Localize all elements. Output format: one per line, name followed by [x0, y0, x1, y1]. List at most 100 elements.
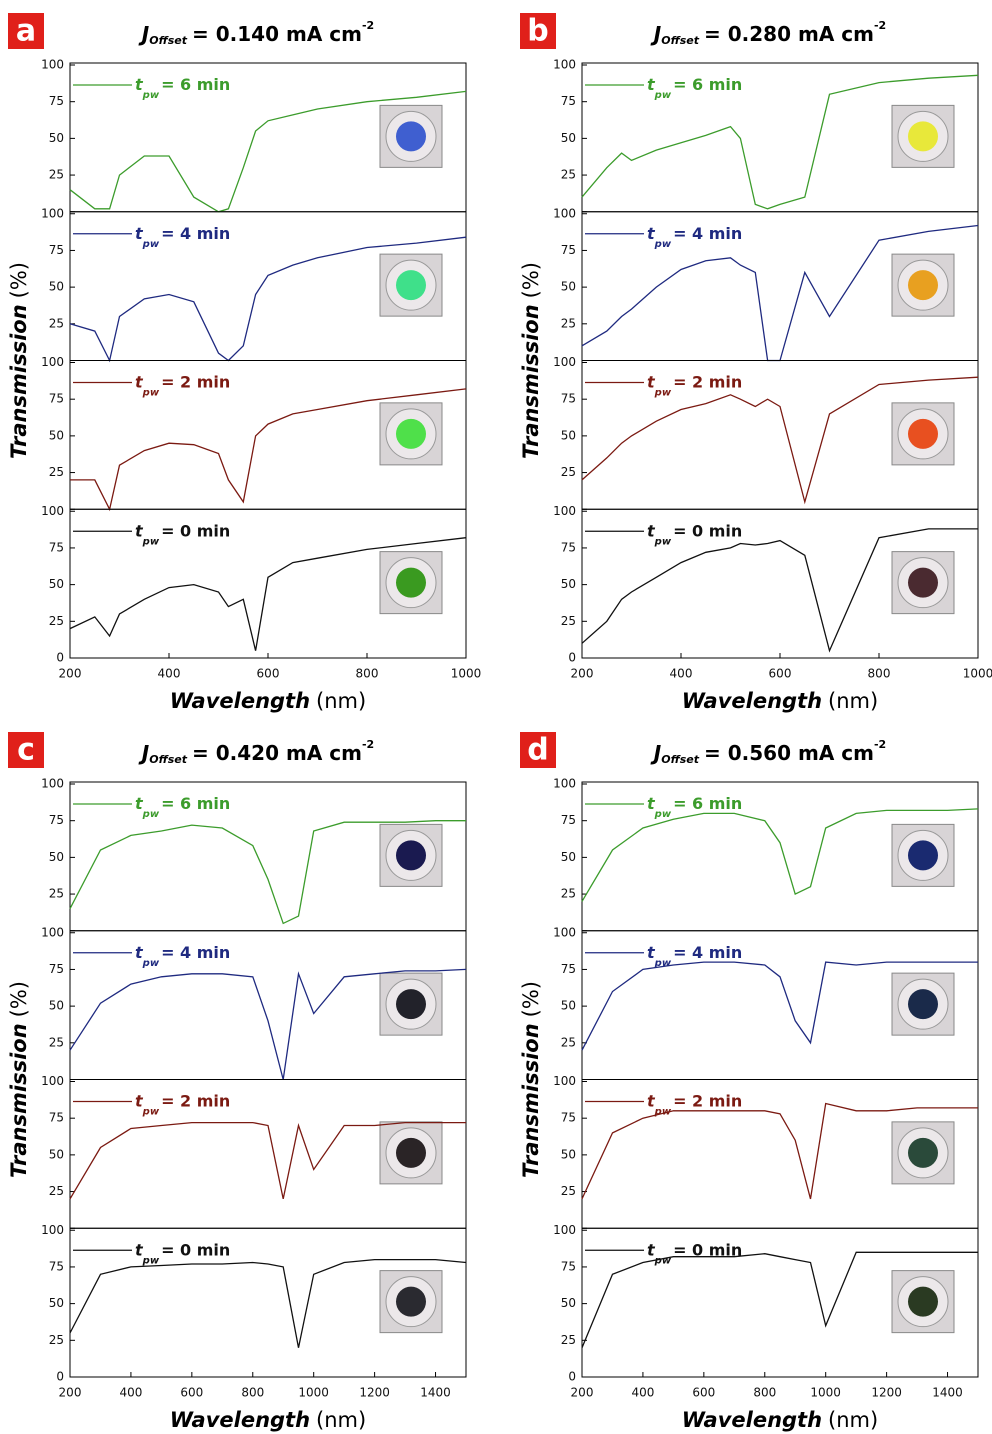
x-axis-label: Wavelength (nm) — [170, 689, 366, 713]
x-axis-label: Wavelength (nm) — [682, 1408, 878, 1432]
legend-symbol: t — [647, 794, 656, 813]
y-tick-label: 25 — [561, 614, 576, 628]
x-label-unit: (nm) — [828, 1408, 878, 1432]
x-label-text: Wavelength — [682, 689, 822, 713]
spectrum-line — [581, 74, 979, 210]
panel-label: c — [17, 733, 35, 768]
legend-label: tpw= 6 min — [647, 794, 742, 821]
y-label-unit: (%) — [519, 981, 543, 1017]
legend-label: tpw= 2 min — [135, 1091, 230, 1118]
spectrum-line — [70, 388, 467, 512]
panel-label: b — [527, 14, 548, 49]
legend-text: = 0 min — [161, 1240, 230, 1259]
title-superscript: -2 — [362, 19, 374, 32]
y-axis-label: Transmission (%) — [519, 262, 543, 459]
y-tick-label: 50 — [561, 850, 576, 864]
x-label-unit: (nm) — [316, 689, 366, 713]
x-label-unit: (nm) — [316, 1408, 366, 1432]
inset-sample — [908, 270, 938, 301]
y-tick-label: 75 — [49, 94, 64, 108]
legend-text: = 2 min — [673, 1091, 742, 1110]
y-label-text: Transmission — [7, 1023, 31, 1178]
y-tick-label: 100 — [41, 206, 64, 220]
inset-sample — [396, 567, 426, 598]
y-tick-label: 75 — [49, 540, 64, 554]
legend-label: tpw= 4 min — [647, 942, 742, 969]
x-label-unit: (nm) — [828, 689, 878, 713]
panel-label-box — [520, 13, 556, 49]
subplot-frame — [581, 508, 979, 659]
title-subscript: Offset — [661, 34, 700, 47]
legend-text: = 2 min — [161, 1091, 230, 1110]
y-tick-label: 75 — [561, 1111, 576, 1125]
legend-subscript: pw — [654, 239, 672, 250]
legend-subscript: pw — [654, 809, 672, 820]
legend-text: = 0 min — [161, 521, 230, 540]
panel-label: a — [16, 14, 36, 49]
y-tick-label: 50 — [561, 1296, 576, 1310]
y-tick-label: 75 — [49, 1111, 64, 1125]
legend-symbol: t — [135, 372, 144, 391]
legend-subscript: pw — [654, 536, 672, 547]
x-tick-label: 1000 — [451, 667, 482, 681]
x-tick-label: 1000 — [298, 1386, 329, 1400]
y-tick-label: 100 — [553, 777, 576, 791]
spectrum-line — [581, 528, 978, 653]
subplot-frame — [581, 1227, 979, 1378]
x-axis-label: Wavelength (nm) — [170, 1408, 366, 1432]
legend-label: tpw= 4 min — [135, 223, 230, 250]
legend-subscript: pw — [654, 1107, 672, 1118]
legend-symbol: t — [135, 1240, 144, 1259]
legend-subscript: pw — [654, 1255, 672, 1266]
y-tick-label: 25 — [49, 1333, 64, 1347]
title-text: = 0.140 mA cm — [192, 22, 362, 46]
y-label-text: Transmission — [519, 304, 543, 459]
y-tick-label: 25 — [49, 1035, 64, 1049]
legend-symbol: t — [647, 942, 656, 961]
legend-text: = 6 min — [673, 75, 742, 94]
inset-sample — [908, 1137, 938, 1168]
legend-symbol: t — [135, 942, 144, 961]
y-tick-label: 25 — [561, 887, 576, 901]
y-tick-label: 25 — [49, 614, 64, 628]
panel-label-box — [8, 13, 44, 49]
panel-label-box — [520, 732, 556, 768]
y-tick-label: 75 — [49, 392, 64, 406]
x-tick-label: 200 — [59, 1386, 82, 1400]
x-tick-label: 400 — [119, 1386, 142, 1400]
spectrum-line — [581, 376, 979, 505]
x-tick-label: 400 — [670, 667, 693, 681]
inset-sample — [908, 840, 938, 871]
spectrum-line — [69, 820, 466, 925]
y-label-unit: (%) — [7, 981, 31, 1017]
title-text: = 0.420 mA cm — [192, 741, 362, 765]
spectrum-line — [69, 537, 467, 651]
legend-subscript: pw — [142, 809, 160, 820]
y-tick-label: 50 — [561, 999, 576, 1013]
x-tick-label: 1000 — [963, 667, 992, 681]
y-tick-label: 75 — [561, 94, 576, 108]
y-tick-label: 100 — [553, 58, 576, 72]
x-tick-label: 400 — [158, 667, 181, 681]
y-tick-label: 50 — [49, 1147, 64, 1161]
legend-subscript: pw — [654, 90, 672, 101]
title-subscript: Offset — [149, 34, 188, 47]
legend-subscript: pw — [142, 1107, 160, 1118]
y-tick-label: 50 — [561, 1147, 576, 1161]
legend-symbol: t — [135, 223, 144, 242]
legend-text: = 2 min — [161, 372, 230, 391]
legend-text: = 6 min — [673, 794, 742, 813]
legend-text: = 4 min — [161, 223, 230, 242]
y-tick-label: 25 — [561, 465, 576, 479]
inset-sample — [396, 1137, 426, 1168]
spectrum-line — [581, 1251, 978, 1348]
y-tick-label: 75 — [49, 962, 64, 976]
y-tick-label: 25 — [49, 465, 64, 479]
inset-sample — [396, 840, 426, 871]
title-symbol: J — [650, 741, 662, 765]
legend-label: tpw= 0 min — [135, 1240, 230, 1267]
chart-title: JOffset = 0.280 mA cm-2 — [650, 19, 886, 47]
x-tick-label: 200 — [571, 667, 594, 681]
y-tick-label: 25 — [49, 168, 64, 182]
y-tick-label: 25 — [561, 168, 576, 182]
